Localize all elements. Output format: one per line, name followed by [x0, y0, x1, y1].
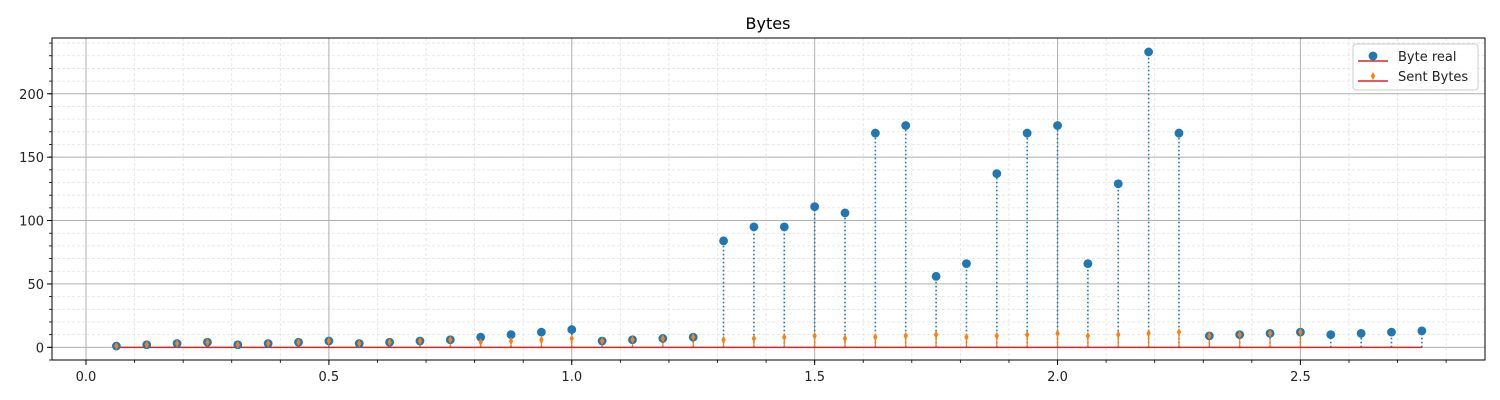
sent-bytes-point	[144, 340, 149, 349]
sent-bytes-point	[721, 335, 726, 344]
sent-bytes-point	[1085, 331, 1091, 340]
byte-real-point	[901, 121, 911, 130]
sent-bytes-point	[265, 339, 271, 348]
x-tick-label: 2.0	[1047, 370, 1068, 385]
sent-bytes-point	[205, 338, 210, 347]
sent-bytes-point	[508, 336, 514, 345]
plot-area	[52, 38, 1485, 360]
byte-real-point	[1053, 121, 1062, 130]
byte-real-point	[1144, 47, 1154, 57]
sent-bytes-point	[387, 338, 392, 347]
y-tick-label: 150	[19, 151, 44, 166]
chart-title: Bytes	[746, 14, 791, 33]
sent-bytes-point	[478, 338, 483, 347]
byte-real-point	[840, 208, 850, 218]
legend-label-byte-real: Byte real	[1398, 50, 1456, 65]
plot-background	[52, 38, 1485, 360]
legend-label-sent-bytes: Sent Bytes	[1398, 70, 1468, 85]
sent-bytes-point	[569, 334, 574, 343]
axes-border	[51, 37, 1486, 361]
sent-bytes-point	[751, 334, 757, 343]
sent-bytes-point	[1298, 328, 1303, 337]
sent-bytes-point	[417, 336, 423, 345]
sent-bytes-point	[1176, 328, 1182, 337]
sent-bytes-point	[114, 342, 119, 351]
byte-real-point	[1083, 259, 1093, 269]
sent-bytes-point	[448, 335, 453, 344]
byte-real-point	[992, 169, 1002, 179]
y-tick-label: 0	[36, 341, 44, 356]
sent-bytes-point	[964, 333, 969, 342]
byte-real-point	[719, 236, 728, 246]
byte-real-point	[962, 259, 971, 269]
sent-bytes-point	[174, 339, 180, 348]
legend-swatch-sent-bytes	[1370, 72, 1376, 80]
byte-real-point	[1356, 328, 1366, 338]
sent-bytes-point	[933, 330, 939, 339]
byte-real-point	[779, 222, 789, 232]
byte-real-point	[1022, 128, 1032, 138]
byte-real-point	[506, 330, 516, 340]
y-tick-label: 50	[27, 278, 44, 293]
byte-real-point	[537, 327, 546, 337]
byte-real-point	[1417, 326, 1427, 336]
x-tick-label: 1.0	[561, 370, 582, 385]
sent-bytes-point	[326, 336, 332, 345]
sent-bytes-point	[1055, 329, 1060, 338]
axis-ticks: 0.0 0.5 1.0 1.5 2.0 2.5 0 50 100 150 200	[19, 42, 1447, 385]
sent-bytes-point	[812, 331, 817, 340]
legend-box	[1352, 43, 1479, 91]
markers	[111, 47, 1427, 351]
sent-bytes-point	[1146, 329, 1151, 338]
sent-bytes-point	[691, 333, 696, 342]
y-tick-label: 100	[19, 215, 44, 230]
x-tick-label: 0.0	[76, 370, 97, 385]
sent-bytes-point	[782, 333, 787, 342]
sent-bytes-point	[1024, 330, 1030, 339]
sent-bytes-point	[599, 336, 605, 345]
y-tick-label: 200	[19, 88, 44, 103]
sent-bytes-point	[539, 335, 544, 344]
sent-bytes-point	[357, 339, 362, 348]
sent-bytes-point	[1116, 330, 1121, 339]
sent-bytes-point	[296, 338, 301, 347]
byte-real-point	[476, 332, 486, 342]
sent-bytes-point	[1267, 329, 1273, 338]
byte-real-point	[1326, 330, 1336, 340]
sent-bytes-point	[235, 340, 241, 349]
byte-real-point	[1174, 128, 1184, 138]
sent-bytes-point	[1237, 330, 1242, 339]
byte-real-point	[810, 202, 820, 212]
sent-bytes-point	[994, 331, 1000, 340]
sent-bytes-point	[1207, 331, 1212, 340]
legend-swatch-byte-real	[1368, 51, 1378, 61]
axes-frame	[51, 37, 1486, 361]
x-tick-label: 1.5	[804, 370, 825, 385]
sent-bytes-point	[873, 333, 878, 342]
byte-real-point	[931, 271, 941, 281]
byte-real-point	[749, 222, 759, 232]
byte-real-point	[1387, 327, 1396, 337]
legend: Byte real Sent Bytes	[1352, 43, 1479, 91]
sent-bytes-point	[903, 331, 908, 340]
sent-bytes-point	[660, 334, 666, 343]
byte-real-point	[870, 128, 880, 138]
x-tick-label: 2.5	[1290, 370, 1311, 385]
x-tick-label: 0.5	[319, 370, 340, 385]
sent-bytes-point	[842, 334, 848, 343]
byte-real-point	[1113, 179, 1123, 189]
sent-bytes-point	[630, 335, 635, 344]
byte-real-point	[567, 325, 577, 334]
